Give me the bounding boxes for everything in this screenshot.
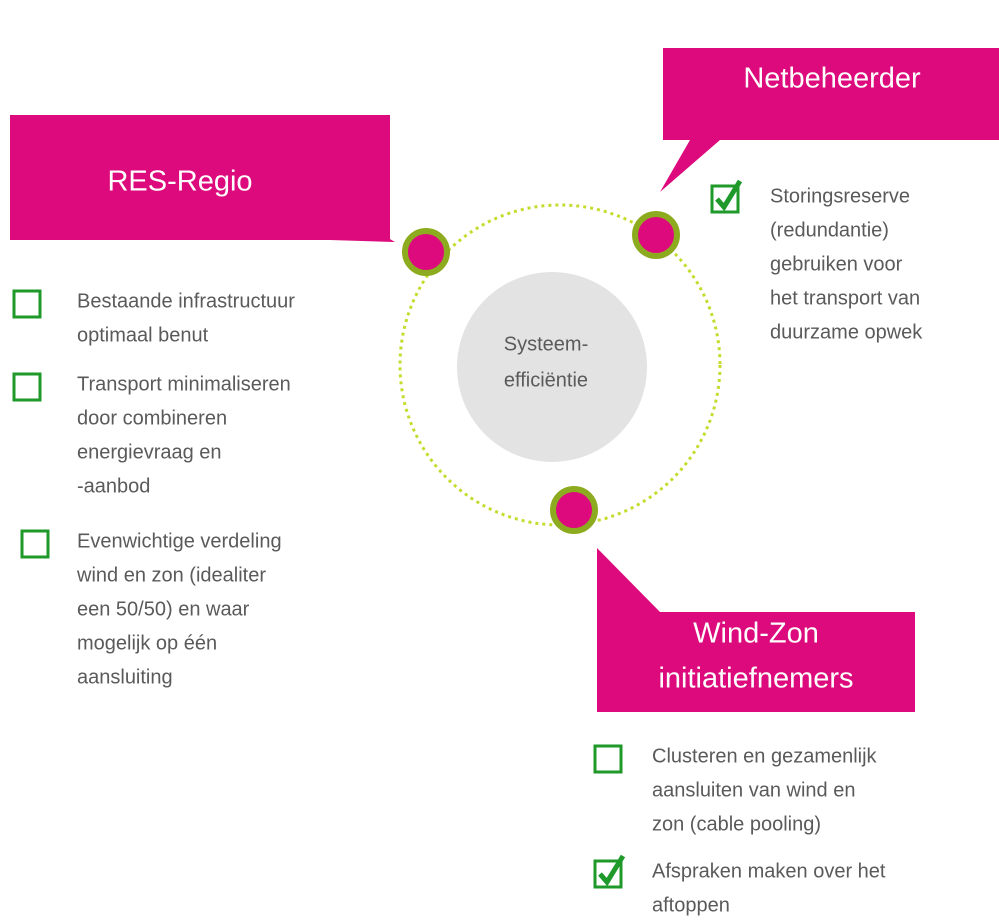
- item-text: Bestaande infrastructuur: [77, 290, 295, 312]
- section-title: Wind-Zon: [693, 618, 819, 650]
- item-text: aftoppen: [652, 894, 730, 916]
- checkbox: [593, 744, 623, 774]
- node-dot: [402, 228, 450, 276]
- node-dot: [550, 486, 598, 534]
- item-text: Evenwichtige verdeling: [77, 530, 282, 552]
- wind-zon-callout: [597, 548, 915, 712]
- checkbox: [710, 184, 740, 214]
- item-text: duurzame opwek: [770, 321, 923, 343]
- item-text: aansluiting: [77, 666, 173, 688]
- res-regio-callout: [10, 115, 390, 240]
- item-text: het transport van: [770, 287, 920, 309]
- checkmark: [715, 179, 743, 212]
- item-text: Transport minimaliseren: [77, 373, 291, 395]
- checkbox: [20, 529, 50, 559]
- checkbox: [593, 859, 623, 889]
- item-text: Clusteren en gezamenlijk: [652, 745, 878, 767]
- netbeheerder-callout: [660, 48, 999, 192]
- item-text: aansluiten van wind en: [652, 779, 855, 801]
- item-text: Storingsreserve: [770, 185, 910, 207]
- item-text: (redundantie): [770, 219, 889, 241]
- center-circle: [457, 272, 647, 462]
- item-text: wind en zon (idealiter: [76, 564, 266, 586]
- center-label: efficiëntie: [504, 369, 588, 391]
- item-text: door combineren: [77, 407, 227, 429]
- item-text: energievraag en: [77, 441, 222, 463]
- item-text: zon (cable pooling): [652, 813, 821, 835]
- checkmark: [598, 854, 626, 887]
- center-label: Systeem-: [504, 333, 588, 355]
- item-text: Afspraken maken over het: [652, 860, 886, 882]
- section-title: initiatiefnemers: [658, 663, 853, 695]
- dotted-ring: [398, 203, 722, 527]
- item-text: optimaal benut: [77, 324, 209, 346]
- checkbox: [12, 372, 42, 402]
- item-text: een 50/50) en waar: [77, 598, 250, 620]
- node-dot: [632, 211, 680, 259]
- section-title: Netbeheerder: [743, 63, 921, 95]
- section-title: RES-Regio: [107, 166, 252, 198]
- item-text: mogelijk op één: [77, 632, 217, 654]
- checkbox: [12, 289, 42, 319]
- item-text: gebruiken voor: [770, 253, 903, 275]
- res-regio-tail: [330, 210, 395, 242]
- item-text: -aanbod: [77, 475, 150, 497]
